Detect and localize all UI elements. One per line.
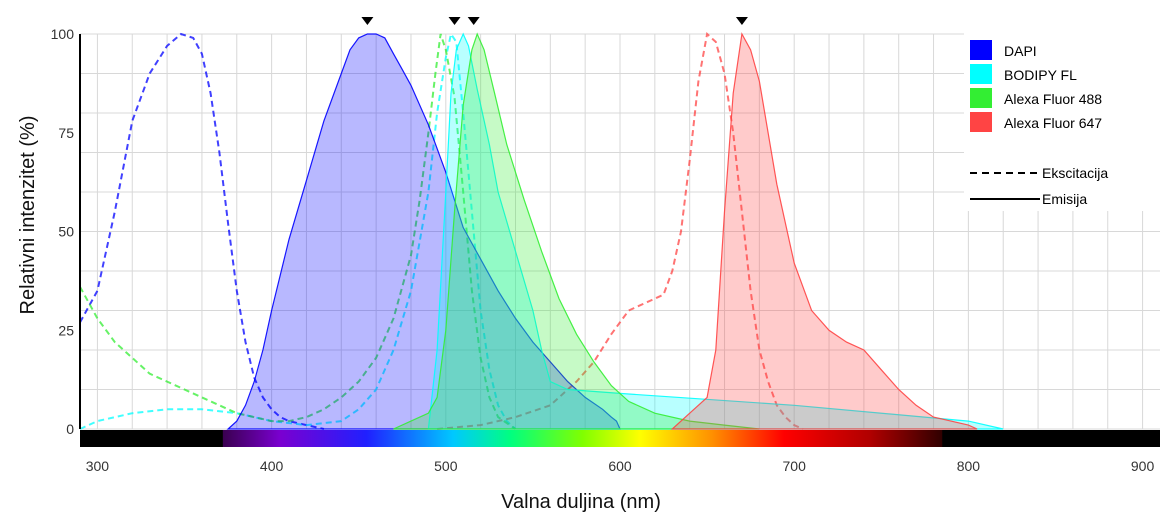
x-axis-ticks: 300 400 500 600 700 800 900 bbox=[86, 458, 1155, 474]
legend-swatch bbox=[970, 64, 992, 84]
excitation-line bbox=[79, 32, 325, 430]
peak-marker bbox=[361, 17, 374, 25]
y-tick-label: 75 bbox=[58, 125, 74, 141]
emission-area bbox=[427, 32, 1004, 430]
emission-area bbox=[226, 33, 621, 430]
legend-swatch bbox=[970, 88, 992, 108]
legend-style-label: Emisija bbox=[1042, 191, 1087, 207]
peak-markers bbox=[361, 17, 748, 25]
peak-marker bbox=[448, 17, 461, 25]
x-tick-label: 600 bbox=[608, 458, 632, 474]
y-tick-label: 100 bbox=[51, 26, 75, 42]
legend-label: Alexa Fluor 647 bbox=[1004, 115, 1102, 131]
excitation-line bbox=[437, 32, 804, 430]
y-tick-label: 50 bbox=[58, 224, 74, 240]
excitation-line bbox=[79, 31, 517, 430]
peak-marker bbox=[467, 17, 480, 25]
excitation-curves bbox=[79, 31, 804, 430]
x-tick-label: 400 bbox=[260, 458, 284, 474]
x-tick-label: 800 bbox=[957, 458, 981, 474]
y-axis-ticks: 0 25 50 75 100 bbox=[51, 26, 75, 437]
peak-marker bbox=[735, 17, 748, 25]
legend-swatch bbox=[970, 112, 992, 132]
legend-box bbox=[964, 33, 1162, 211]
legend-label: Alexa Fluor 488 bbox=[1004, 91, 1102, 107]
x-tick-label: 300 bbox=[86, 458, 110, 474]
y-tick-label: 0 bbox=[66, 421, 74, 437]
emission-areas bbox=[226, 32, 1004, 430]
x-axis-title: Valna duljina (nm) bbox=[501, 491, 661, 513]
x-tick-label: 700 bbox=[783, 458, 807, 474]
emission-area bbox=[393, 32, 760, 430]
legend-line-styles: Ekscitacija Emisija bbox=[970, 165, 1108, 207]
legend: DAPI BODIPY FL Alexa Fluor 488 Alexa Fluor … bbox=[964, 33, 1162, 211]
x-tick-label: 900 bbox=[1131, 458, 1155, 474]
visible-spectrum bbox=[222, 430, 943, 447]
legend-label: BODIPY FL bbox=[1004, 67, 1077, 83]
x-tick-label: 500 bbox=[434, 458, 458, 474]
legend-style-label: Ekscitacija bbox=[1042, 165, 1108, 181]
y-axis-title: Relativni intenzitet (%) bbox=[17, 116, 39, 315]
y-tick-label: 25 bbox=[58, 322, 74, 338]
emission-area bbox=[670, 32, 978, 430]
excitation-line bbox=[79, 33, 517, 430]
spectrum-bar bbox=[80, 430, 1160, 447]
legend-swatch bbox=[970, 40, 992, 60]
legend-label: DAPI bbox=[1004, 43, 1037, 59]
legend-series: DAPI BODIPY FL Alexa Fluor 488 Alexa Fluor … bbox=[970, 40, 1102, 132]
